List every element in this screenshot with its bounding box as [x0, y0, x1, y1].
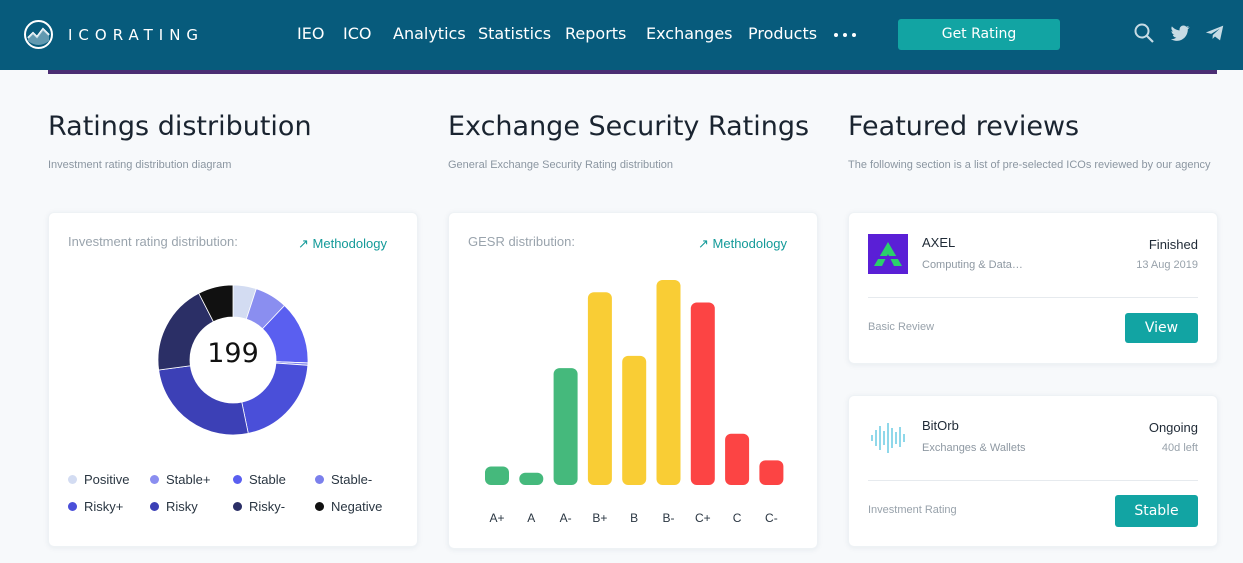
featured-subtitle: The following section is a list of pre-s… [848, 159, 1211, 171]
gesr-bar [725, 433, 750, 485]
methodology-label: Methodology [312, 236, 387, 251]
nav-reports[interactable]: Reports [565, 24, 627, 43]
legend-swatch [233, 475, 242, 484]
review-type: Basic Review [868, 321, 935, 333]
gesr-bar [759, 460, 784, 485]
legend-label: Stable- [331, 472, 373, 487]
legend-item: Stable+ [150, 472, 210, 487]
gesr-bar-label: B [630, 511, 639, 525]
gesr-bar-label: C [732, 511, 742, 525]
legend-label: Stable [249, 472, 286, 487]
legend-label: Negative [331, 499, 383, 514]
twitter-icon[interactable] [1169, 22, 1191, 44]
legend-item: Risky [150, 499, 198, 514]
bitorb-logo-icon [871, 423, 905, 453]
legend-swatch [315, 502, 324, 511]
header-accent-line [48, 70, 1217, 74]
external-arrow-icon: ↗ [698, 236, 709, 251]
donut-slice-risky-plus [241, 362, 308, 434]
review-status: Finished [1148, 237, 1198, 252]
gesr-bar [519, 472, 544, 485]
logo-icon [24, 20, 53, 49]
ratings-card [48, 212, 418, 547]
featured-title: Featured reviews [848, 111, 1080, 142]
legend-item: Positive [68, 472, 130, 487]
donut-slice-risky [158, 365, 249, 435]
top-navbar: ICORATING IEO ICO Analytics Statistics R… [0, 0, 1243, 70]
legend-label: Stable+ [166, 472, 211, 487]
legend-swatch [68, 475, 77, 484]
legend-item: Risky+ [68, 499, 123, 514]
review-divider [868, 297, 1198, 298]
gesr-bar-chart [485, 280, 784, 485]
ratings-subtitle: Investment rating distribution diagram [48, 159, 232, 171]
review-name[interactable]: AXEL [922, 235, 956, 250]
gesr-bar [690, 302, 715, 485]
search-icon[interactable] [1133, 22, 1155, 44]
nav-exchanges[interactable]: Exchanges [646, 24, 733, 43]
gesr-bar-label: C- [765, 511, 778, 525]
legend-label: Risky+ [84, 499, 124, 514]
security-methodology-link[interactable]: ↗ Methodology [698, 236, 787, 252]
gesr-bar [553, 368, 578, 485]
security-card-label: GESR distribution: [468, 234, 575, 249]
review-name[interactable]: BitOrb [922, 418, 959, 433]
more-dots-icon[interactable] [834, 33, 856, 37]
donut-slice-negative [198, 285, 234, 323]
gesr-bar-label: A- [559, 511, 572, 525]
legend-label: Risky [166, 499, 198, 514]
review-divider [868, 480, 1198, 481]
review-date: 13 Aug 2019 [1136, 259, 1198, 271]
legend-swatch [68, 502, 77, 511]
legend-item: Stable [233, 472, 286, 487]
gesr-bar-label: C+ [694, 511, 711, 525]
review-category: Computing & Data… [922, 259, 1023, 271]
gesr-bar-label: A+ [489, 511, 505, 525]
site-logo[interactable]: ICORATING [23, 19, 204, 50]
legend-swatch [233, 502, 242, 511]
ratings-methodology-link[interactable]: ↗ Methodology [298, 236, 387, 252]
rating-badge-button[interactable]: Stable [1115, 495, 1198, 527]
legend-item: Stable- [315, 472, 372, 487]
nav-ico[interactable]: ICO [343, 24, 372, 43]
legend-label: Risky- [249, 499, 286, 514]
legend-swatch [150, 475, 159, 484]
gesr-bar [587, 292, 612, 485]
ratings-donut-chart [158, 285, 308, 435]
nav-analytics[interactable]: Analytics [393, 24, 466, 43]
gesr-bar [485, 466, 509, 485]
gesr-bar-label: B- [662, 511, 675, 525]
legend-item: Risky- [233, 499, 285, 514]
security-subtitle: General Exchange Security Rating distrib… [448, 159, 674, 171]
methodology-label: Methodology [712, 236, 787, 251]
nav-ieo[interactable]: IEO [297, 24, 325, 43]
ratings-title: Ratings distribution [48, 111, 312, 142]
nav-products[interactable]: Products [748, 24, 818, 43]
legend-swatch [150, 502, 159, 511]
gesr-bar [622, 355, 647, 485]
nav-statistics[interactable]: Statistics [478, 24, 552, 43]
view-review-button[interactable]: View [1125, 313, 1198, 343]
get-rating-button[interactable]: Get Rating [898, 19, 1060, 50]
review-category: Exchanges & Wallets [922, 442, 1026, 454]
gesr-bar-label: A [527, 511, 536, 525]
ratings-card-label: Investment rating distribution: [68, 234, 238, 249]
review-type: Investment Rating [868, 504, 957, 516]
gesr-bar-label: B+ [592, 511, 608, 525]
external-arrow-icon: ↗ [298, 236, 309, 251]
legend-label: Positive [84, 472, 130, 487]
telegram-icon[interactable] [1204, 22, 1226, 44]
legend-item: Negative [315, 499, 382, 514]
review-status: Ongoing [1148, 420, 1198, 435]
review-date: 40d left [1161, 442, 1198, 454]
security-title: Exchange Security Ratings [448, 111, 810, 142]
donut-total: 199 [207, 338, 259, 369]
logo-text: ICORATING [68, 25, 205, 44]
legend-swatch [315, 475, 324, 484]
gesr-bar [656, 280, 681, 485]
axel-logo-icon [868, 234, 908, 274]
